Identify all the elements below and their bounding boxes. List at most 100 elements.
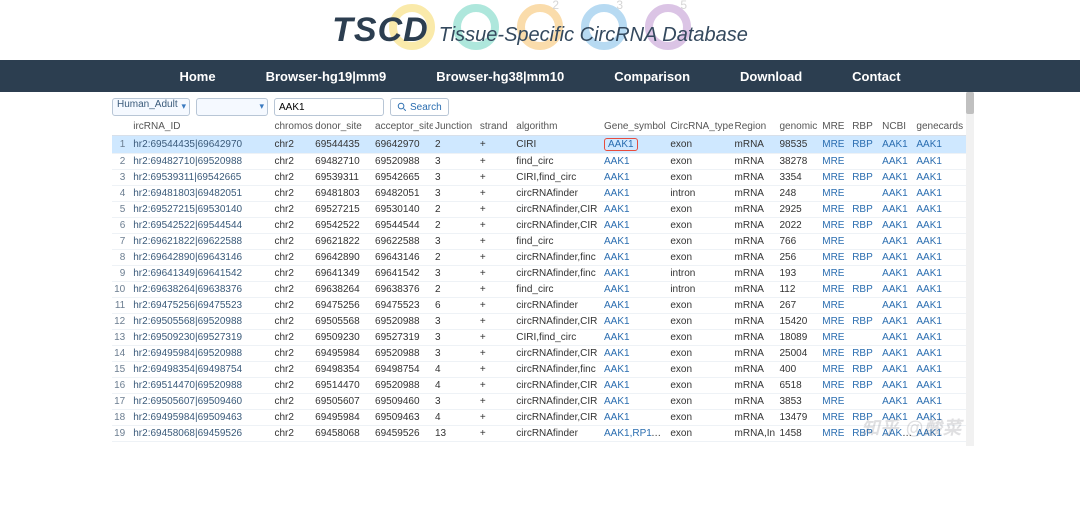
mre-link[interactable]: MRE (820, 170, 850, 186)
mre-link[interactable]: MRE (820, 234, 850, 250)
table-row[interactable]: 19hr2:69458068|69459526chr26945806869459… (112, 426, 968, 442)
circrna-id[interactable]: hr2:69495984|69509463 (131, 410, 272, 426)
circrna-id[interactable]: hr2:69495984|69520988 (131, 346, 272, 362)
gene-symbol-link[interactable]: AAK1 (602, 136, 668, 154)
table-row[interactable]: 8hr2:69642890|69643146chr269642890696431… (112, 250, 968, 266)
genecards-link[interactable]: AAK1 (914, 266, 968, 282)
table-row[interactable]: 12hr2:69505568|69520988chr26950556869520… (112, 314, 968, 330)
rbp-link[interactable] (850, 266, 880, 282)
col-header[interactable]: Junction (433, 118, 478, 136)
col-header[interactable]: genomic (777, 118, 820, 136)
circrna-id[interactable]: hr2:69642890|69643146 (131, 250, 272, 266)
col-header[interactable]: genecards (914, 118, 968, 136)
ncbi-link[interactable]: AAK1 (880, 298, 914, 314)
gene-symbol-link[interactable]: AAK1 (602, 298, 668, 314)
species-select[interactable]: Human_Adult ▾ (112, 98, 190, 116)
col-header[interactable] (112, 118, 131, 136)
col-header[interactable]: donor_site (313, 118, 373, 136)
genecards-link[interactable]: AAK1 (914, 298, 968, 314)
ncbi-link[interactable]: AAK1 (880, 394, 914, 410)
rbp-link[interactable]: RBP (850, 410, 880, 426)
rbp-link[interactable]: RBP (850, 170, 880, 186)
ncbi-link[interactable]: AAK1 (880, 378, 914, 394)
mre-link[interactable]: MRE (820, 282, 850, 298)
ncbi-link[interactable]: AAK1 (880, 410, 914, 426)
circrna-id[interactable]: hr2:69544435|69642970 (131, 136, 272, 154)
gene-symbol-link[interactable]: AAK1 (602, 378, 668, 394)
ncbi-link[interactable]: AAK1 (880, 266, 914, 282)
mre-link[interactable]: MRE (820, 154, 850, 170)
gene-symbol-link[interactable]: AAK1 (602, 266, 668, 282)
table-row[interactable]: 2hr2:69482710|69520988chr269482710695209… (112, 154, 968, 170)
genecards-link[interactable]: AAK1 (914, 314, 968, 330)
rbp-link[interactable] (850, 234, 880, 250)
nav-download[interactable]: Download (740, 69, 802, 84)
rbp-link[interactable] (850, 394, 880, 410)
ncbi-link[interactable]: AAK1 (880, 154, 914, 170)
col-header[interactable]: CircRNA_type (668, 118, 732, 136)
mre-link[interactable]: MRE (820, 330, 850, 346)
table-row[interactable]: 16hr2:69514470|69520988chr26951447069520… (112, 378, 968, 394)
circrna-id[interactable]: hr2:69509230|69527319 (131, 330, 272, 346)
circrna-id[interactable]: hr2:69475256|69475523 (131, 298, 272, 314)
nav-comparison[interactable]: Comparison (614, 69, 690, 84)
table-row[interactable]: 7hr2:69621822|69622588chr269621822696225… (112, 234, 968, 250)
ncbi-link[interactable]: AAK1 (880, 136, 914, 154)
genecards-link[interactable]: AAK1 (914, 202, 968, 218)
genecards-link[interactable]: AAK1 (914, 426, 968, 442)
ncbi-link[interactable]: AAK1 (880, 250, 914, 266)
circrna-id[interactable]: hr2:69638264|69638376 (131, 282, 272, 298)
nav-contact[interactable]: Contact (852, 69, 900, 84)
nav-browser-hg19-mm9[interactable]: Browser-hg19|mm9 (266, 69, 387, 84)
rbp-link[interactable]: RBP (850, 346, 880, 362)
circrna-id[interactable]: hr2:69505607|69509460 (131, 394, 272, 410)
rbp-link[interactable] (850, 154, 880, 170)
mre-link[interactable]: MRE (820, 250, 850, 266)
genecards-link[interactable]: AAK1 (914, 410, 968, 426)
circrna-id[interactable]: hr2:69482710|69520988 (131, 154, 272, 170)
query-input[interactable] (274, 98, 384, 116)
col-header[interactable]: MRE (820, 118, 850, 136)
secondary-select[interactable]: ▾ (196, 98, 268, 116)
ncbi-link[interactable]: AAK1 (880, 346, 914, 362)
ncbi-link[interactable]: AAK1 (880, 186, 914, 202)
col-header[interactable]: Region (733, 118, 778, 136)
genecards-link[interactable]: AAK1 (914, 330, 968, 346)
circrna-id[interactable]: hr2:69542522|69544544 (131, 218, 272, 234)
rbp-link[interactable]: RBP (850, 250, 880, 266)
mre-link[interactable]: MRE (820, 378, 850, 394)
ncbi-link[interactable]: AAK1,R (880, 426, 914, 442)
table-row[interactable]: 5hr2:69527215|69530140chr269527215695301… (112, 202, 968, 218)
mre-link[interactable]: MRE (820, 362, 850, 378)
rbp-link[interactable]: RBP (850, 362, 880, 378)
gene-symbol-link[interactable]: AAK1 (602, 186, 668, 202)
ncbi-link[interactable]: AAK1 (880, 314, 914, 330)
rbp-link[interactable]: RBP (850, 136, 880, 154)
circrna-id[interactable]: hr2:69481803|69482051 (131, 186, 272, 202)
rbp-link[interactable] (850, 186, 880, 202)
nav-home[interactable]: Home (179, 69, 215, 84)
rbp-link[interactable] (850, 298, 880, 314)
nav-browser-hg38-mm10[interactable]: Browser-hg38|mm10 (436, 69, 564, 84)
gene-symbol-link[interactable]: AAK1 (602, 362, 668, 378)
mre-link[interactable]: MRE (820, 136, 850, 154)
table-row[interactable]: 11hr2:69475256|69475523chr26947525669475… (112, 298, 968, 314)
gene-symbol-link[interactable]: AAK1 (602, 218, 668, 234)
table-row[interactable]: 13hr2:69509230|69527319chr26950923069527… (112, 330, 968, 346)
scrollbar-thumb[interactable] (966, 92, 974, 114)
col-header[interactable]: acceptor_site (373, 118, 433, 136)
genecards-link[interactable]: AAK1 (914, 362, 968, 378)
table-row[interactable]: 4hr2:69481803|69482051chr269481803694820… (112, 186, 968, 202)
search-button[interactable]: Search (390, 98, 449, 116)
col-header[interactable]: algorithm (514, 118, 602, 136)
genecards-link[interactable]: AAK1 (914, 136, 968, 154)
genecards-link[interactable]: AAK1 (914, 234, 968, 250)
gene-symbol-link[interactable]: AAK1 (602, 202, 668, 218)
rbp-link[interactable]: RBP (850, 314, 880, 330)
table-row[interactable]: 3hr2:69539311|69542665chr269539311695426… (112, 170, 968, 186)
genecards-link[interactable]: AAK1 (914, 394, 968, 410)
mre-link[interactable]: MRE (820, 394, 850, 410)
circrna-id[interactable]: hr2:69539311|69542665 (131, 170, 272, 186)
gene-symbol-link[interactable]: AAK1 (602, 234, 668, 250)
ncbi-link[interactable]: AAK1 (880, 234, 914, 250)
